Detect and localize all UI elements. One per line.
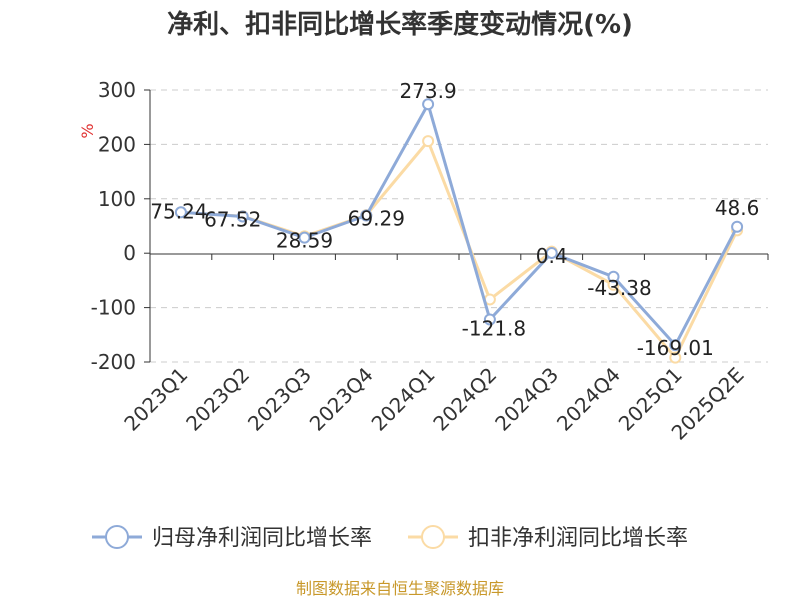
series-point <box>174 206 187 219</box>
y-tick-label: 0 <box>123 241 136 265</box>
data-label: 0.4 <box>536 244 568 268</box>
x-tick-label: 2024Q4 <box>552 363 625 436</box>
series-point <box>298 231 311 244</box>
x-tick-label: 2024Q1 <box>367 363 440 436</box>
y-tick-label: -200 <box>91 350 136 374</box>
legend: 归母净利润同比增长率 扣非净利润同比增长率 <box>92 525 688 551</box>
data-label: 69.29 <box>348 207 405 231</box>
series-point <box>669 339 682 352</box>
legend-label: 扣非净利润同比增长率 <box>468 526 688 551</box>
series-point <box>422 98 435 111</box>
y-tick-label: 300 <box>98 78 136 102</box>
x-tick-label: 2024Q2 <box>428 363 501 436</box>
legend-label: 归母净利润同比增长率 <box>152 526 372 551</box>
series-point <box>545 246 558 259</box>
data-label: -43.38 <box>587 276 651 300</box>
series-point <box>360 209 373 222</box>
chart-title: 净利、扣非同比增长率季度变动情况(%) <box>167 9 633 40</box>
series-line <box>180 139 739 360</box>
x-tick-label: 2023Q4 <box>305 363 378 436</box>
grid-lines <box>150 89 768 363</box>
data-label: 273.9 <box>399 79 456 103</box>
series-point <box>236 210 249 223</box>
series-line <box>180 102 739 347</box>
data-label: 48.6 <box>715 196 760 220</box>
axes: 3002001000-100-2002023Q12023Q22023Q32023… <box>91 78 769 445</box>
y-tick-label: 200 <box>98 132 136 156</box>
y-axis-unit: % <box>78 123 97 138</box>
data-label: 28.59 <box>276 229 333 253</box>
x-tick-label: 2023Q3 <box>243 363 316 436</box>
series-point <box>731 220 744 233</box>
y-tick-label: 100 <box>98 187 136 211</box>
data-label: -169.01 <box>637 336 714 360</box>
x-tick-label: 2024Q3 <box>490 363 563 436</box>
legend-marker <box>105 525 129 549</box>
series-lines <box>174 98 744 364</box>
source-note: 制图数据来自恒生聚源数据库 <box>296 579 504 598</box>
series-point <box>607 270 620 283</box>
data-label: 67.52 <box>204 207 261 231</box>
series-point <box>483 313 496 326</box>
series-point <box>422 135 435 148</box>
data-label: -121.8 <box>462 316 526 340</box>
series-point <box>669 351 682 364</box>
x-tick-label: 2023Q2 <box>181 363 254 436</box>
legend-marker <box>421 525 445 549</box>
data-label: 75.24 <box>150 199 207 223</box>
y-tick-label: -100 <box>91 296 136 320</box>
